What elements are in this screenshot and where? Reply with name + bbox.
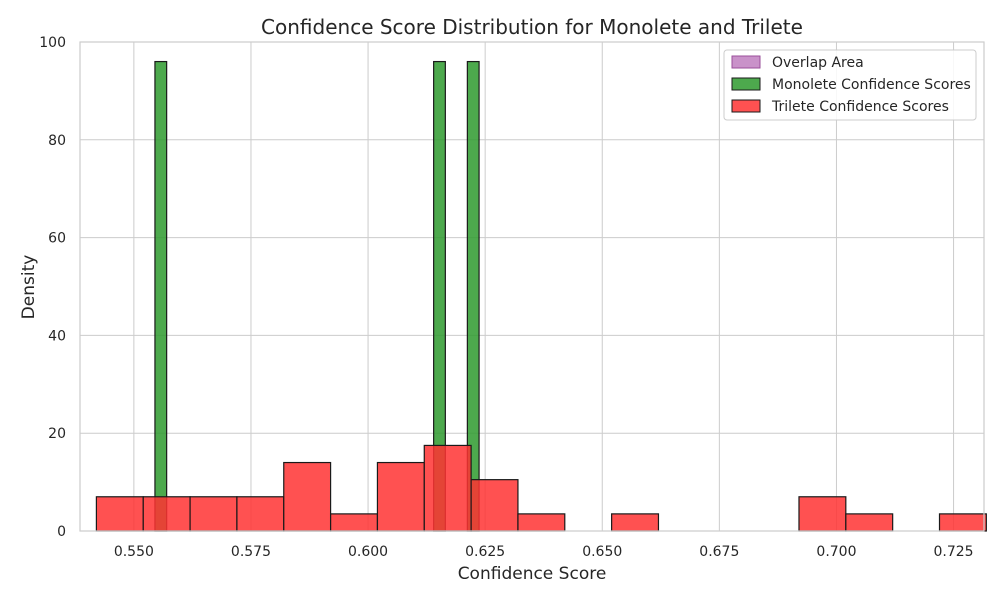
histogram-bar [938, 513, 987, 532]
legend-swatch [731, 55, 761, 69]
x-tick-label: 0.550 [114, 544, 154, 560]
histogram-bar [329, 513, 379, 532]
histogram-bar [95, 496, 144, 532]
y-tick-label: 100 [39, 35, 66, 51]
histogram-bar [189, 496, 238, 532]
histogram-bar [236, 496, 285, 532]
histogram-bar [154, 60, 168, 532]
plot-frame [79, 41, 985, 532]
x-tick-label: 0.700 [816, 544, 856, 560]
y-tick-label: 0 [57, 524, 66, 540]
histogram-bar [845, 513, 894, 532]
legend: Overlap Area Monolete Confidence Scores Tr… [723, 49, 977, 121]
legend-swatch [731, 77, 761, 91]
x-tick-label: 0.600 [348, 544, 388, 560]
x-tick-label: 0.725 [934, 544, 974, 560]
histogram-bar [283, 461, 332, 532]
y-tick-label: 60 [48, 231, 66, 247]
histogram-bar [423, 444, 472, 532]
x-tick-label: 0.625 [465, 544, 505, 560]
trilete-bars [95, 444, 987, 532]
y-tick-label: 40 [48, 328, 66, 344]
x-axis-ticks: 0.550 0.575 0.600 0.625 0.650 0.675 0.700 0.725 [114, 544, 974, 560]
x-tick-label: 0.675 [699, 544, 739, 560]
legend-label: Monolete Confidence Scores [772, 77, 971, 93]
x-tick-label: 0.575 [231, 544, 271, 560]
histogram-bar [470, 479, 519, 532]
histogram-bar [611, 513, 660, 532]
x-axis-label: Confidence Score [458, 564, 607, 584]
y-axis-label: Density [19, 255, 39, 320]
histogram-bar [376, 461, 425, 532]
legend-label: Overlap Area [772, 55, 864, 71]
x-tick-label: 0.650 [582, 544, 622, 560]
legend-box [723, 49, 977, 121]
histogram-bar [798, 496, 847, 532]
chart-title: Confidence Score Distribution for Monole… [261, 15, 803, 39]
legend-label: Trilete Confidence Scores [771, 99, 949, 115]
histogram-bar [517, 513, 566, 532]
y-tick-label: 80 [48, 133, 66, 149]
legend-swatch [731, 99, 761, 113]
histogram-bar [142, 496, 191, 532]
y-tick-label: 20 [48, 426, 66, 442]
y-axis-ticks: 0 20 40 60 80 100 [39, 35, 66, 540]
